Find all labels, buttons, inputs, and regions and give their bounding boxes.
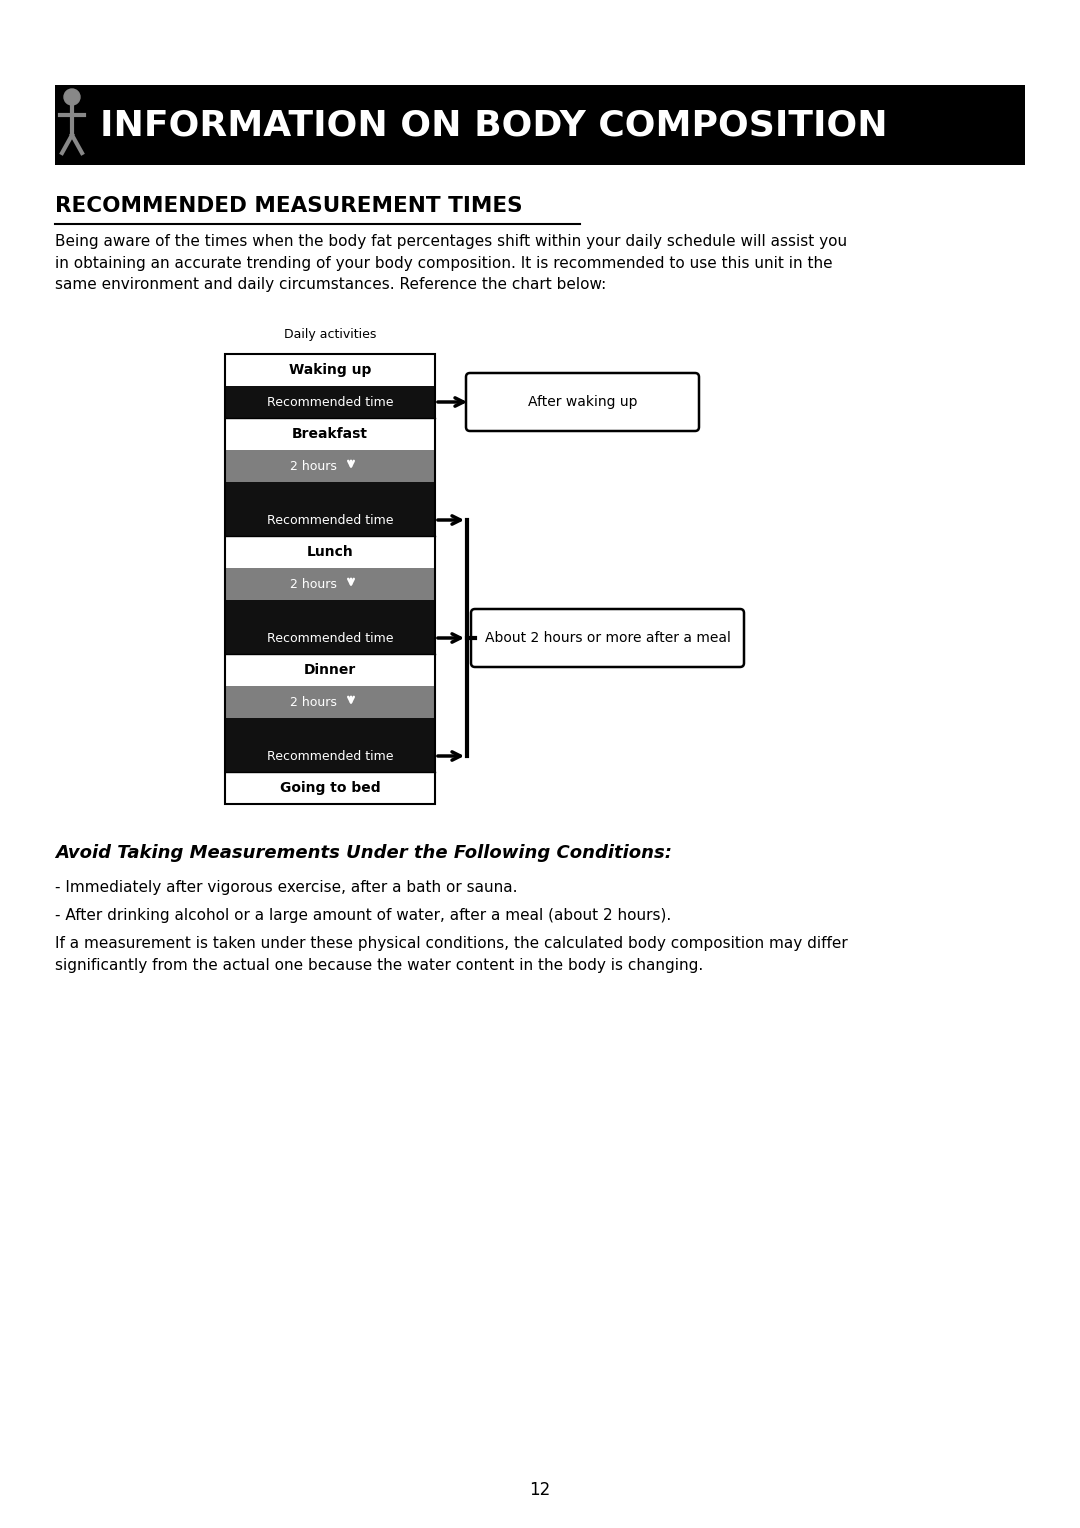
FancyBboxPatch shape (225, 481, 435, 504)
FancyBboxPatch shape (225, 387, 435, 419)
Text: About 2 hours or more after a meal: About 2 hours or more after a meal (485, 631, 730, 645)
FancyBboxPatch shape (225, 718, 435, 740)
Text: INFORMATION ON BODY COMPOSITION: INFORMATION ON BODY COMPOSITION (100, 108, 888, 142)
Text: Dinner: Dinner (303, 663, 356, 677)
Text: Waking up: Waking up (288, 364, 372, 377)
FancyBboxPatch shape (225, 568, 435, 601)
Text: 12: 12 (529, 1481, 551, 1499)
Text: Avoid Taking Measurements Under the Following Conditions:: Avoid Taking Measurements Under the Foll… (55, 843, 672, 862)
Text: 2 hours: 2 hours (289, 460, 337, 472)
Text: 2 hours: 2 hours (289, 695, 337, 709)
FancyBboxPatch shape (225, 419, 435, 451)
Circle shape (64, 89, 80, 105)
Text: Recommended time: Recommended time (267, 750, 393, 762)
FancyBboxPatch shape (225, 622, 435, 654)
Text: Breakfast: Breakfast (292, 426, 368, 442)
FancyBboxPatch shape (225, 654, 435, 686)
Text: Going to bed: Going to bed (280, 781, 380, 795)
Text: Lunch: Lunch (307, 545, 353, 559)
Text: Recommended time: Recommended time (267, 513, 393, 527)
FancyBboxPatch shape (471, 610, 744, 668)
FancyBboxPatch shape (225, 740, 435, 772)
FancyBboxPatch shape (465, 373, 699, 431)
Text: 2 hours: 2 hours (289, 578, 337, 590)
Text: RECOMMENDED MEASUREMENT TIMES: RECOMMENDED MEASUREMENT TIMES (55, 196, 523, 215)
FancyBboxPatch shape (225, 536, 435, 568)
Text: Being aware of the times when the body fat percentages shift within your daily s: Being aware of the times when the body f… (55, 234, 847, 292)
Text: - Immediately after vigorous exercise, after a bath or sauna.: - Immediately after vigorous exercise, a… (55, 880, 517, 895)
FancyBboxPatch shape (225, 504, 435, 536)
Text: Recommended time: Recommended time (267, 396, 393, 408)
FancyBboxPatch shape (225, 451, 435, 481)
Text: If a measurement is taken under these physical conditions, the calculated body c: If a measurement is taken under these ph… (55, 937, 848, 973)
Text: Daily activities: Daily activities (284, 329, 376, 341)
FancyBboxPatch shape (225, 772, 435, 804)
FancyBboxPatch shape (225, 601, 435, 622)
FancyBboxPatch shape (55, 86, 1025, 165)
Text: - After drinking alcohol or a large amount of water, after a meal (about 2 hours: - After drinking alcohol or a large amou… (55, 908, 672, 923)
FancyBboxPatch shape (225, 354, 435, 387)
Text: After waking up: After waking up (528, 396, 637, 410)
Text: Recommended time: Recommended time (267, 631, 393, 645)
FancyBboxPatch shape (225, 686, 435, 718)
